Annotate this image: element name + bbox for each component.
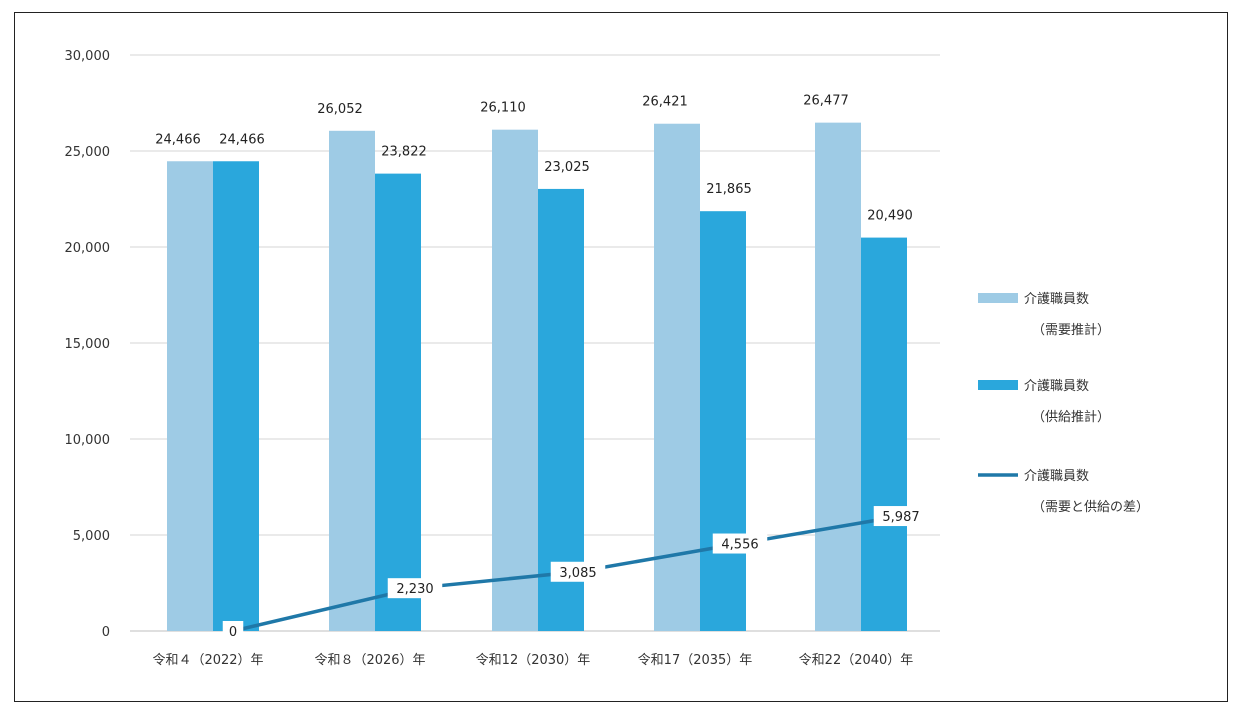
x-category-label: 令和８（2026）年 <box>314 653 425 668</box>
legend: 介護職員数 （需要推計） 介護職員数 （供給推計） 介護職員数 （需要と供給の差） <box>978 291 1149 515</box>
difference-label: 3,085 <box>559 566 596 581</box>
difference-label-box <box>222 621 244 641</box>
y-tick-label: 0 <box>102 625 110 640</box>
y-tick-label: 10,000 <box>65 433 111 448</box>
legend-swatch <box>978 293 1018 303</box>
x-category-label: 令和17（2035）年 <box>638 653 753 668</box>
supply-bar-label: 23,025 <box>544 160 590 175</box>
difference-label: 0 <box>229 625 237 640</box>
legend-label: 介護職員数 <box>1024 291 1089 307</box>
supply-bar-label: 24,466 <box>219 132 265 147</box>
difference-label-box <box>387 578 443 599</box>
demand-bar <box>167 161 213 631</box>
x-category-label: 令和12（2030）年 <box>476 653 591 668</box>
legend-sublabel: （需要推計） <box>1032 322 1110 338</box>
supply-bar <box>375 173 421 631</box>
difference-label: 4,556 <box>721 538 758 553</box>
y-tick-label: 25,000 <box>65 145 111 160</box>
difference-label-box <box>873 506 929 527</box>
supply-bar <box>700 211 746 631</box>
difference-label-box <box>550 561 606 582</box>
demand-bar-label: 26,477 <box>803 94 849 109</box>
x-axis-categories: 令和４（2022）年 令和８（2026）年 令和12（2030）年 令和17（2035… <box>152 653 913 668</box>
x-category-label: 令和22（2040）年 <box>799 653 914 668</box>
difference-line: 0 2,230 3,085 4,556 5,987 <box>222 506 929 641</box>
bar-value-labels: 24,466 26,052 26,110 26,421 26,477 24,466 23,8… <box>155 94 913 224</box>
demand-bar-label: 26,421 <box>642 95 688 110</box>
y-tick-label: 30,000 <box>65 49 111 64</box>
legend-label: 介護職員数 <box>1024 378 1089 394</box>
demand-bar <box>654 123 700 631</box>
demand-bar <box>329 130 375 631</box>
supply-bar-label: 21,865 <box>706 182 752 197</box>
supply-bar <box>213 161 259 631</box>
supply-bar <box>861 237 907 632</box>
supply-bar-label: 20,490 <box>867 209 913 224</box>
difference-label-box <box>712 533 768 554</box>
legend-swatch <box>978 380 1018 390</box>
y-tick-label: 20,000 <box>65 241 111 256</box>
y-axis-ticks: 0 5,000 10,000 15,000 20,000 25,000 30,000 <box>65 49 111 640</box>
supply-bar <box>538 188 584 632</box>
x-category-label: 令和４（2022）年 <box>152 653 263 668</box>
demand-bar-label: 26,052 <box>317 102 363 117</box>
y-tick-label: 5,000 <box>73 529 110 544</box>
staff-projection-chart: 0 5,000 10,000 15,000 20,000 25,000 30,000 24,… <box>65 49 1150 668</box>
legend-sublabel: （供給推計） <box>1032 409 1110 425</box>
legend-label: 介護職員数 <box>1024 468 1089 484</box>
difference-label: 2,230 <box>396 582 433 597</box>
bars <box>167 122 907 632</box>
demand-bar <box>492 129 538 632</box>
demand-bar-label: 24,466 <box>155 132 201 147</box>
y-tick-label: 15,000 <box>65 337 111 352</box>
legend-sublabel: （需要と供給の差） <box>1032 500 1149 515</box>
supply-bar-label: 23,822 <box>381 145 427 160</box>
difference-label: 5,987 <box>882 510 919 525</box>
demand-bar-label: 26,110 <box>480 101 526 116</box>
demand-bar <box>815 122 861 631</box>
